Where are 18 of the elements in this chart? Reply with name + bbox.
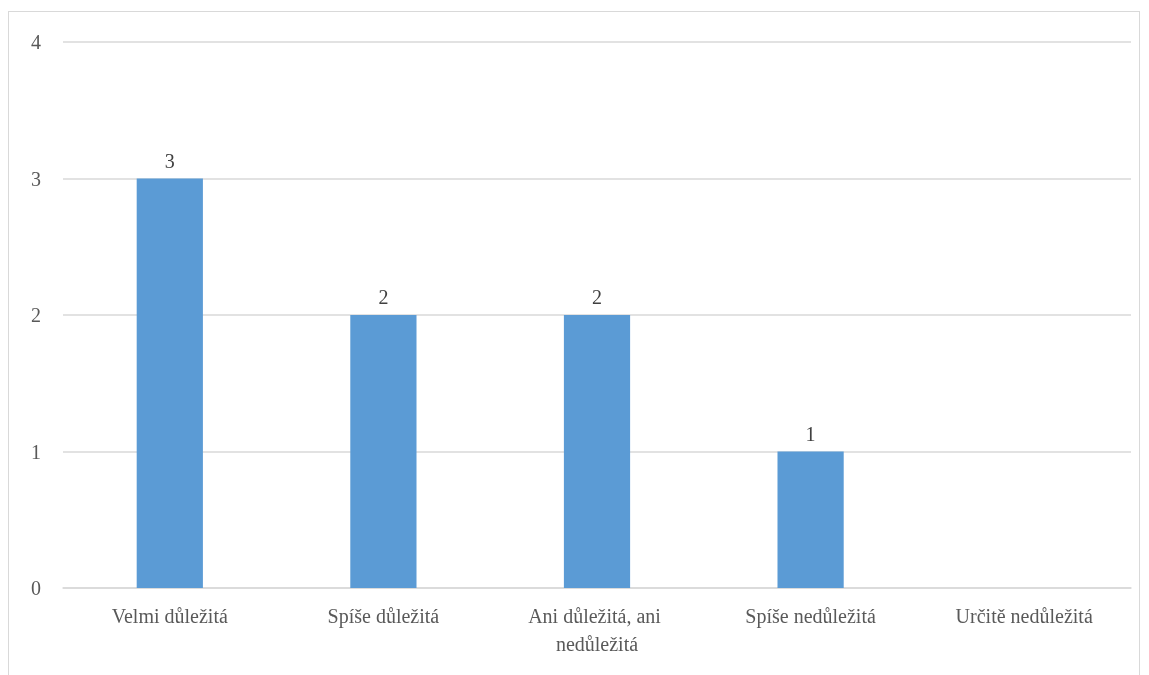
bar: [563, 315, 631, 588]
x-tick-label: Ani důležitá, ani nedůležitá: [528, 605, 666, 655]
x-tick-label: Určitě nedůležitá: [955, 605, 1093, 627]
y-tick-label: 3: [31, 167, 41, 190]
y-tick-label: 1: [31, 440, 41, 463]
data-label: 3: [164, 149, 175, 172]
bar: [777, 451, 844, 588]
y-tick-label: 0: [31, 577, 41, 599]
data-label: 2: [592, 286, 602, 308]
x-tick-label: Velmi důležitá: [111, 605, 228, 627]
y-tick-label: 2: [31, 304, 41, 326]
y-tick-label: 4: [31, 31, 41, 53]
bar: [136, 178, 203, 588]
x-tick-label: Spíše nedůležitá: [745, 605, 876, 628]
bar: [350, 315, 417, 588]
data-label: 1: [805, 422, 816, 445]
x-tick-label: Spíše důležitá: [327, 605, 440, 628]
data-label: 2: [378, 286, 389, 308]
